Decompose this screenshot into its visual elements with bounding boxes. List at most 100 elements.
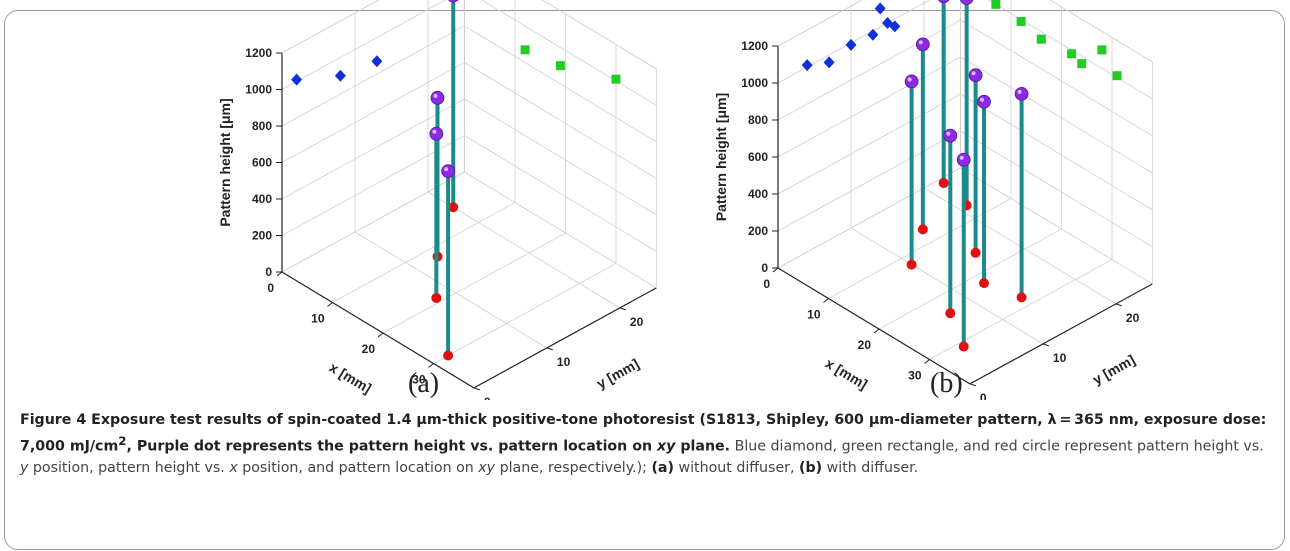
z-tick-label: 0 [761, 261, 768, 275]
x-tick [924, 359, 930, 364]
y-axis-title: y [mm] [1090, 351, 1138, 387]
data-point-purple [915, 37, 930, 52]
figure-caption: Figure 4 Exposure test results of spin-c… [20, 410, 1270, 479]
y-tick-label: 10 [1053, 351, 1067, 365]
data-point-highlight [444, 167, 449, 172]
y-tick [619, 307, 627, 311]
projection-yz-diamond [867, 28, 879, 41]
z-tick-label: 400 [252, 192, 272, 206]
projection-yz-diamond [823, 56, 835, 69]
z-tick-label: 0 [265, 265, 272, 279]
floor-dot [970, 247, 981, 258]
figure-frame [4, 10, 1285, 550]
plot-b: 0 200 400 600 800 1000 1200 0 10 20 30 0 10 20 Pattern… [713, 0, 1153, 400]
y-tick [969, 383, 977, 387]
data-point-highlight [946, 131, 951, 136]
x-tick-label: 30 [412, 373, 426, 387]
box-edge [1049, 0, 1153, 63]
data-point-purple [447, 0, 459, 3]
grid-line-back-z [464, 171, 657, 289]
panel-a-label: (a) [408, 368, 440, 399]
data-point-purple [977, 94, 991, 109]
grid-line-left-z [281, 0, 380, 54]
x-axis-title: x [mm] [823, 355, 871, 392]
y-tick [546, 347, 554, 351]
floor-dot [431, 292, 442, 303]
caption-text-2: position, pattern height vs. [28, 459, 230, 476]
projection-yz-diamond [371, 55, 383, 68]
data-point-purple [968, 68, 983, 83]
projection-yz-diamond [874, 2, 886, 15]
x-tick [873, 328, 880, 334]
z-tick-label: 400 [748, 187, 768, 201]
z-tick-label: 800 [252, 119, 272, 133]
plot-a: 0 200 400 600 800 1000 1200 0 10 20 30 0 10 20 Pattern… [217, 0, 657, 400]
grid-line-floor-x [929, 259, 1113, 360]
caption-sup: 2 [118, 434, 127, 448]
floor-dot [917, 224, 928, 235]
floor-dot [945, 308, 956, 319]
x-tick [772, 267, 779, 273]
projection-xz-square [1097, 45, 1107, 55]
grid-line-back-z [464, 135, 657, 252]
data-point-highlight [432, 129, 437, 134]
projection-yz-diamond [845, 38, 857, 51]
grid-line-floor-y [354, 231, 548, 349]
z-tick-label: 200 [252, 229, 272, 243]
caption-b-label: (b) [799, 459, 823, 476]
y-axis-line [969, 283, 1153, 385]
data-point-highlight [959, 155, 964, 160]
z-tick-label: 1200 [245, 46, 272, 60]
data-point-purple [904, 74, 919, 89]
box-edge [281, 0, 380, 54]
caption-italic-y: y [20, 459, 29, 476]
grid-line-back-z [1049, 0, 1153, 63]
floor-dot [979, 278, 989, 289]
x-tick-label: 30 [908, 369, 922, 383]
x-tick-label: 20 [858, 338, 872, 352]
z-tick-label: 600 [252, 156, 272, 170]
caption-text-3: position, and pattern location on [237, 459, 479, 476]
grid-line-left-z [777, 0, 931, 84]
data-point-highlight [918, 40, 923, 45]
caption-bold-1: Figure 4 Exposure test results of spin-c… [20, 412, 1267, 455]
grid-line-left-z [777, 19, 961, 121]
projection-xz-square [611, 74, 621, 84]
data-point-highlight [433, 93, 438, 98]
grid-line-back-z [464, 98, 657, 216]
caption-text-1: Blue diamond, green rectangle, and red c… [730, 438, 1264, 455]
y-tick-label: 0 [484, 395, 491, 400]
y-tick-label: 0 [980, 391, 987, 400]
grid-line-left-z [281, 0, 447, 90]
data-point-purple [943, 128, 958, 143]
grid-line-left-z [777, 56, 961, 158]
caption-b-text: with diffuser. [822, 459, 919, 476]
floor-dot [958, 341, 969, 352]
y-tick [1115, 303, 1123, 307]
x-tick [428, 363, 434, 368]
x-tick-label: 0 [267, 281, 274, 295]
grid-line-left-z [281, 135, 465, 236]
grid-line-left-z [281, 25, 465, 127]
data-point-highlight [971, 71, 976, 76]
data-point-highlight [980, 97, 984, 102]
y-tick [1042, 343, 1050, 347]
grid-line-left-z [777, 0, 863, 47]
projection-yz-diamond [334, 69, 346, 82]
z-tick-label: 1200 [741, 39, 768, 53]
projection-xz-square [1067, 49, 1077, 59]
caption-italic-x: x [229, 459, 238, 476]
grid-line-back-z [481, 0, 657, 106]
box-edge [777, 0, 863, 47]
grid-line-floor-x [828, 198, 1012, 299]
grid-line-back-z [960, 19, 1153, 137]
x-tick [823, 298, 829, 303]
grid-line-floor-x [878, 228, 1062, 330]
z-tick-label: 800 [748, 113, 768, 127]
data-point-purple [937, 0, 950, 4]
grid-line-floor-x [382, 232, 566, 334]
data-point-purple [1014, 87, 1029, 101]
y-tick [473, 387, 481, 391]
x-tick [327, 302, 333, 307]
floor-dot [1016, 292, 1027, 303]
